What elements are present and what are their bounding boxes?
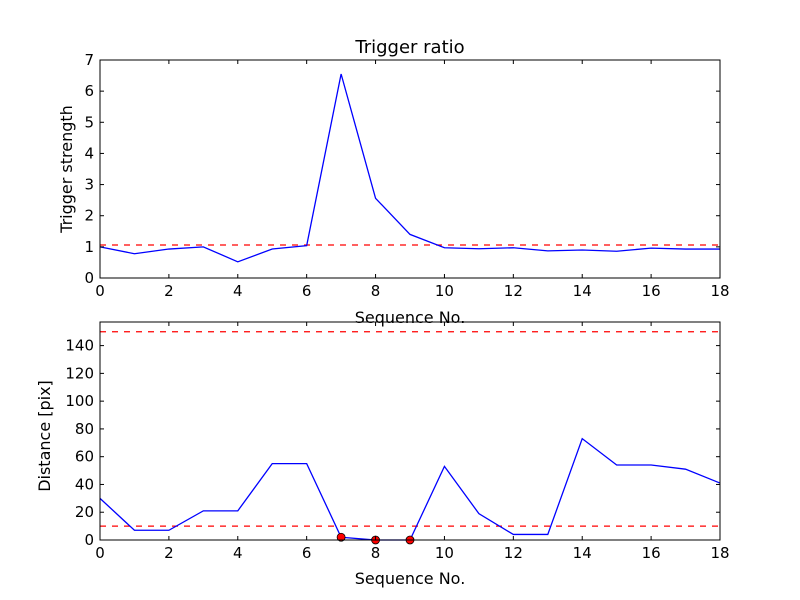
bottom-y-tick-label-2: 40 <box>75 475 94 493</box>
top-y-tick-label-1: 1 <box>84 238 94 256</box>
top-x-tick-label-7: 14 <box>573 282 592 300</box>
bottom-x-tick-label-8: 16 <box>642 544 661 562</box>
top-chart-y-axis-label: Trigger strength <box>57 105 76 234</box>
top-x-tick-label-8: 16 <box>642 282 661 300</box>
bottom-x-tick-label-5: 10 <box>435 544 454 562</box>
top-series-line-0 <box>99 73 720 263</box>
bottom-y-tick-label-3: 60 <box>75 448 94 466</box>
bottom-y-tick-label-4: 80 <box>75 420 94 438</box>
top-chart-x-axis-label: Sequence No. <box>355 308 466 327</box>
top-y-tick-label-0: 0 <box>84 269 94 287</box>
bottom-x-tick-label-1: 2 <box>164 544 174 562</box>
bottom-marker-point-0 <box>336 532 346 542</box>
bottom-x-tick-label-7: 14 <box>573 544 592 562</box>
top-y-tick-label-7: 7 <box>84 51 94 69</box>
bottom-y-tick-label-5: 100 <box>65 392 94 410</box>
top-y-tick-label-2: 2 <box>84 207 94 225</box>
bottom-y-tick-label-1: 20 <box>75 503 94 521</box>
top-x-tick-label-9: 18 <box>710 282 729 300</box>
top-x-tick-label-0: 0 <box>95 282 105 300</box>
bottom-chart-y-axis-label: Distance [pix] <box>35 380 54 492</box>
bottom-x-tick-label-6: 12 <box>504 544 523 562</box>
bottom-x-tick-label-2: 4 <box>233 544 243 562</box>
top-x-tick-label-5: 10 <box>435 282 454 300</box>
distance-plot: 0 2 4 6 8 10 12 14 16 18 0 20 40 60 80 100 120 140 <box>65 321 730 562</box>
bottom-x-tick-label-9: 18 <box>710 544 729 562</box>
bottom-x-tick-label-0: 0 <box>95 544 105 562</box>
bottom-y-tick-label-0: 0 <box>84 531 94 549</box>
top-y-tick-label-4: 4 <box>84 144 94 162</box>
bottom-y-tick-label-7: 140 <box>65 337 94 355</box>
top-x-tick-label-1: 2 <box>164 282 174 300</box>
top-x-tick-label-4: 8 <box>371 282 381 300</box>
top-chart-title: Trigger ratio <box>354 37 464 58</box>
top-axes-frame <box>99 59 721 279</box>
top-y-tick-label-5: 5 <box>84 113 94 131</box>
bottom-chart-x-axis-label: Sequence No. <box>355 569 466 588</box>
bottom-x-tick-label-4: 8 <box>371 544 381 562</box>
top-x-tick-label-6: 12 <box>504 282 523 300</box>
top-x-tick-label-3: 6 <box>302 282 312 300</box>
top-x-tick-label-2: 4 <box>233 282 243 300</box>
bottom-x-tick-label-3: 6 <box>302 544 312 562</box>
top-y-tick-label-6: 6 <box>84 82 94 100</box>
bottom-axes-frame <box>99 321 721 541</box>
bottom-y-tick-label-6: 120 <box>65 364 94 382</box>
top-y-tick-label-3: 3 <box>84 176 94 194</box>
